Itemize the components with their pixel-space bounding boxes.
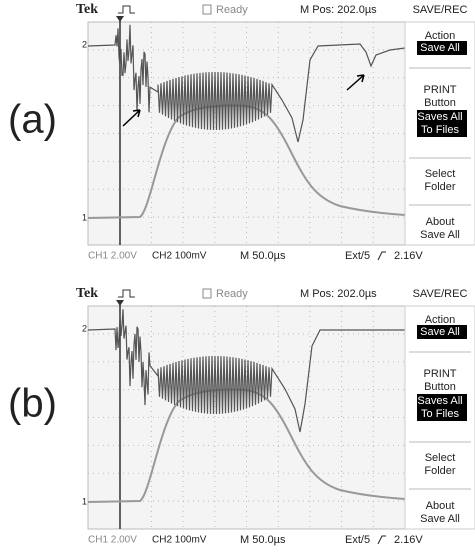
trigger-icon xyxy=(118,290,135,297)
trigger-slope xyxy=(378,536,386,544)
menu-item: Save All xyxy=(420,513,460,525)
timebase: M 50.0µs xyxy=(240,250,286,262)
menu-item: To Files xyxy=(421,124,459,136)
ch1-scale: CH1 2.00V xyxy=(88,251,137,262)
trigger-icon xyxy=(118,6,135,13)
ch2-scale: CH2 100mV xyxy=(152,535,207,546)
scope-panel: (b) Tek Ready M Pos: 202.0µs SAVE/REC 2 1 Actio… xyxy=(8,286,475,546)
menu-title: SAVE/REC xyxy=(413,288,468,300)
menu-item: Save All xyxy=(420,326,460,338)
trigger-source: Ext/5 xyxy=(345,250,370,262)
screen xyxy=(88,22,405,245)
trigger-level: 2.16V xyxy=(394,534,423,546)
ch1-scale: CH1 2.00V xyxy=(88,535,137,546)
ch1-marker: 1 xyxy=(82,496,87,506)
menu-item: PRINT xyxy=(424,84,457,96)
panel-label: (b) xyxy=(8,382,57,426)
menu-item: Button xyxy=(424,381,456,393)
menu-item: Select xyxy=(425,168,456,180)
menu-item: Action xyxy=(425,314,456,326)
menu-item: PRINT xyxy=(424,368,457,380)
trigger-slope xyxy=(378,252,386,260)
menu-title: SAVE/REC xyxy=(413,4,468,16)
menu-item: Saves All xyxy=(417,395,462,407)
status-icon xyxy=(203,5,211,14)
ch2-marker: 2 xyxy=(82,39,87,49)
ch2-scale: CH2 100mV xyxy=(152,251,207,262)
status: Ready xyxy=(216,4,248,16)
ch2-marker: 2 xyxy=(82,323,87,333)
timebase: M 50.0µs xyxy=(240,534,286,546)
menu-item: Action xyxy=(425,30,456,42)
trigger-arrow xyxy=(116,16,124,22)
menu-item: Select xyxy=(425,452,456,464)
figure: (a) Tek Ready M Pos: 202.0µs SAVE/REC 2 1 Actio… xyxy=(0,0,475,552)
panel-label: (a) xyxy=(8,98,57,142)
menu-item: Folder xyxy=(424,465,456,477)
brand: Tek xyxy=(76,2,98,17)
status: Ready xyxy=(216,288,248,300)
menu-item: To Files xyxy=(421,408,459,420)
menu-item: About xyxy=(426,216,455,228)
trigger-arrow xyxy=(116,300,124,306)
ch1-marker: 1 xyxy=(82,212,87,222)
trigger-source: Ext/5 xyxy=(345,534,370,546)
menu-item: Saves All xyxy=(417,111,462,123)
status-icon xyxy=(203,289,211,298)
menu-item: About xyxy=(426,500,455,512)
menu-item: Save All xyxy=(420,42,460,54)
trigger-level: 2.16V xyxy=(394,250,423,262)
menu-item: Folder xyxy=(424,181,456,193)
position: M Pos: 202.0µs xyxy=(300,288,377,300)
brand: Tek xyxy=(76,286,98,301)
menu-item: Save All xyxy=(420,229,460,241)
position: M Pos: 202.0µs xyxy=(300,4,377,16)
menu-item: Button xyxy=(424,97,456,109)
scope-panel: (a) Tek Ready M Pos: 202.0µs SAVE/REC 2 1 Actio… xyxy=(8,2,475,262)
